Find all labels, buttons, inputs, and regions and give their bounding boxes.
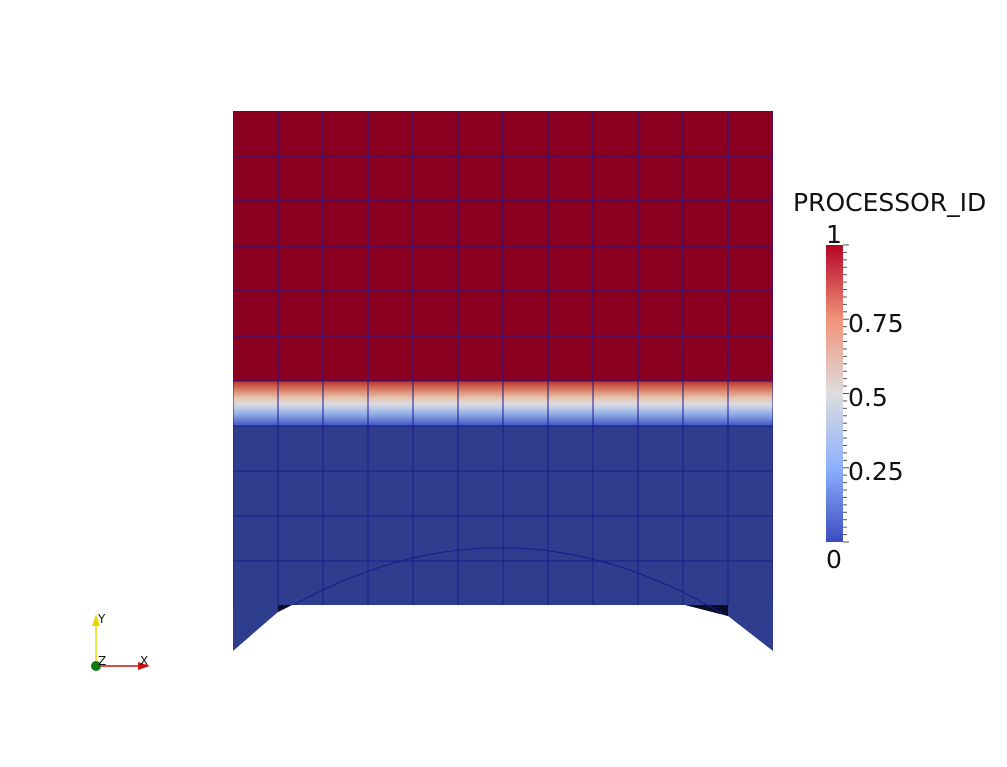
scalar-label-075: 0.75 (848, 309, 904, 338)
scalar-bar (826, 244, 849, 543)
mesh-grid-lines (233, 111, 773, 605)
mesh-dark-element-right (685, 605, 728, 617)
y-axis-arrow (92, 614, 100, 626)
scalar-label-025: 0.25 (848, 457, 904, 486)
x-axis-label: X (140, 654, 149, 668)
scalar-bar-gradient (826, 245, 843, 542)
z-axis-label: Z (98, 654, 107, 668)
scalar-label-max: 1 (826, 220, 842, 249)
mesh-arc-boundary (277, 547, 729, 618)
orientation-axes (91, 614, 150, 671)
scalar-label-050: 0.5 (848, 383, 888, 412)
x-axis-arrow (138, 662, 150, 670)
scalar-bar-ticks (843, 244, 849, 543)
z-axis-dot (91, 661, 101, 671)
scalar-bar-title: PROCESSOR_ID (793, 188, 987, 217)
mesh-dark-element-left (278, 605, 298, 614)
scalar-label-min: 0 (826, 545, 842, 574)
mesh-surface (233, 111, 773, 651)
y-axis-label: Y (98, 612, 106, 626)
